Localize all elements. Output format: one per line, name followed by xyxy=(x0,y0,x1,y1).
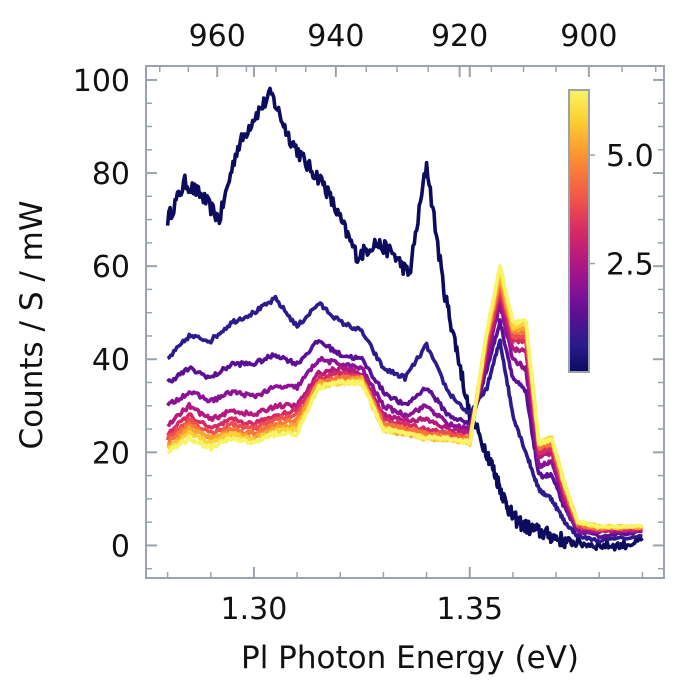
top-tick-label: 940 xyxy=(307,19,364,54)
y-tick-label: 40 xyxy=(92,343,130,378)
colorbar-bar xyxy=(568,89,590,373)
top-tick-label: 900 xyxy=(560,19,617,54)
plot-frame xyxy=(145,65,665,579)
series-line-11 xyxy=(166,264,644,530)
x-tick-label: 1.30 xyxy=(221,592,288,627)
top-tick-label: 920 xyxy=(431,19,488,54)
x-tick-label: 1.35 xyxy=(436,592,503,627)
y-tick-label: 80 xyxy=(92,157,130,192)
axes-layer: 1.30 1.35 0 20 40 60 80 100 960 940 920 900 xyxy=(73,19,665,627)
colorbar: 2.5 5.0 xyxy=(568,89,654,373)
y-tick-label: 100 xyxy=(73,64,130,99)
y-tick-label: 60 xyxy=(92,250,130,285)
series-layer xyxy=(165,86,644,552)
x-axis-label: Pl Photon Energy (eV) xyxy=(241,640,579,676)
colorbar-tick-label: 5.0 xyxy=(606,139,654,174)
y-tick-label: 20 xyxy=(92,436,130,471)
colorbar-tick-label: 2.5 xyxy=(606,248,654,283)
series-line-2 xyxy=(166,294,643,544)
series-line-1 xyxy=(165,86,644,552)
y-tick-label: 0 xyxy=(111,529,130,564)
series-line-4 xyxy=(166,303,643,535)
top-tick-label: 960 xyxy=(189,19,246,54)
y-axis-label: Counts / S / mW xyxy=(14,200,50,449)
series-line-3 xyxy=(166,318,643,540)
